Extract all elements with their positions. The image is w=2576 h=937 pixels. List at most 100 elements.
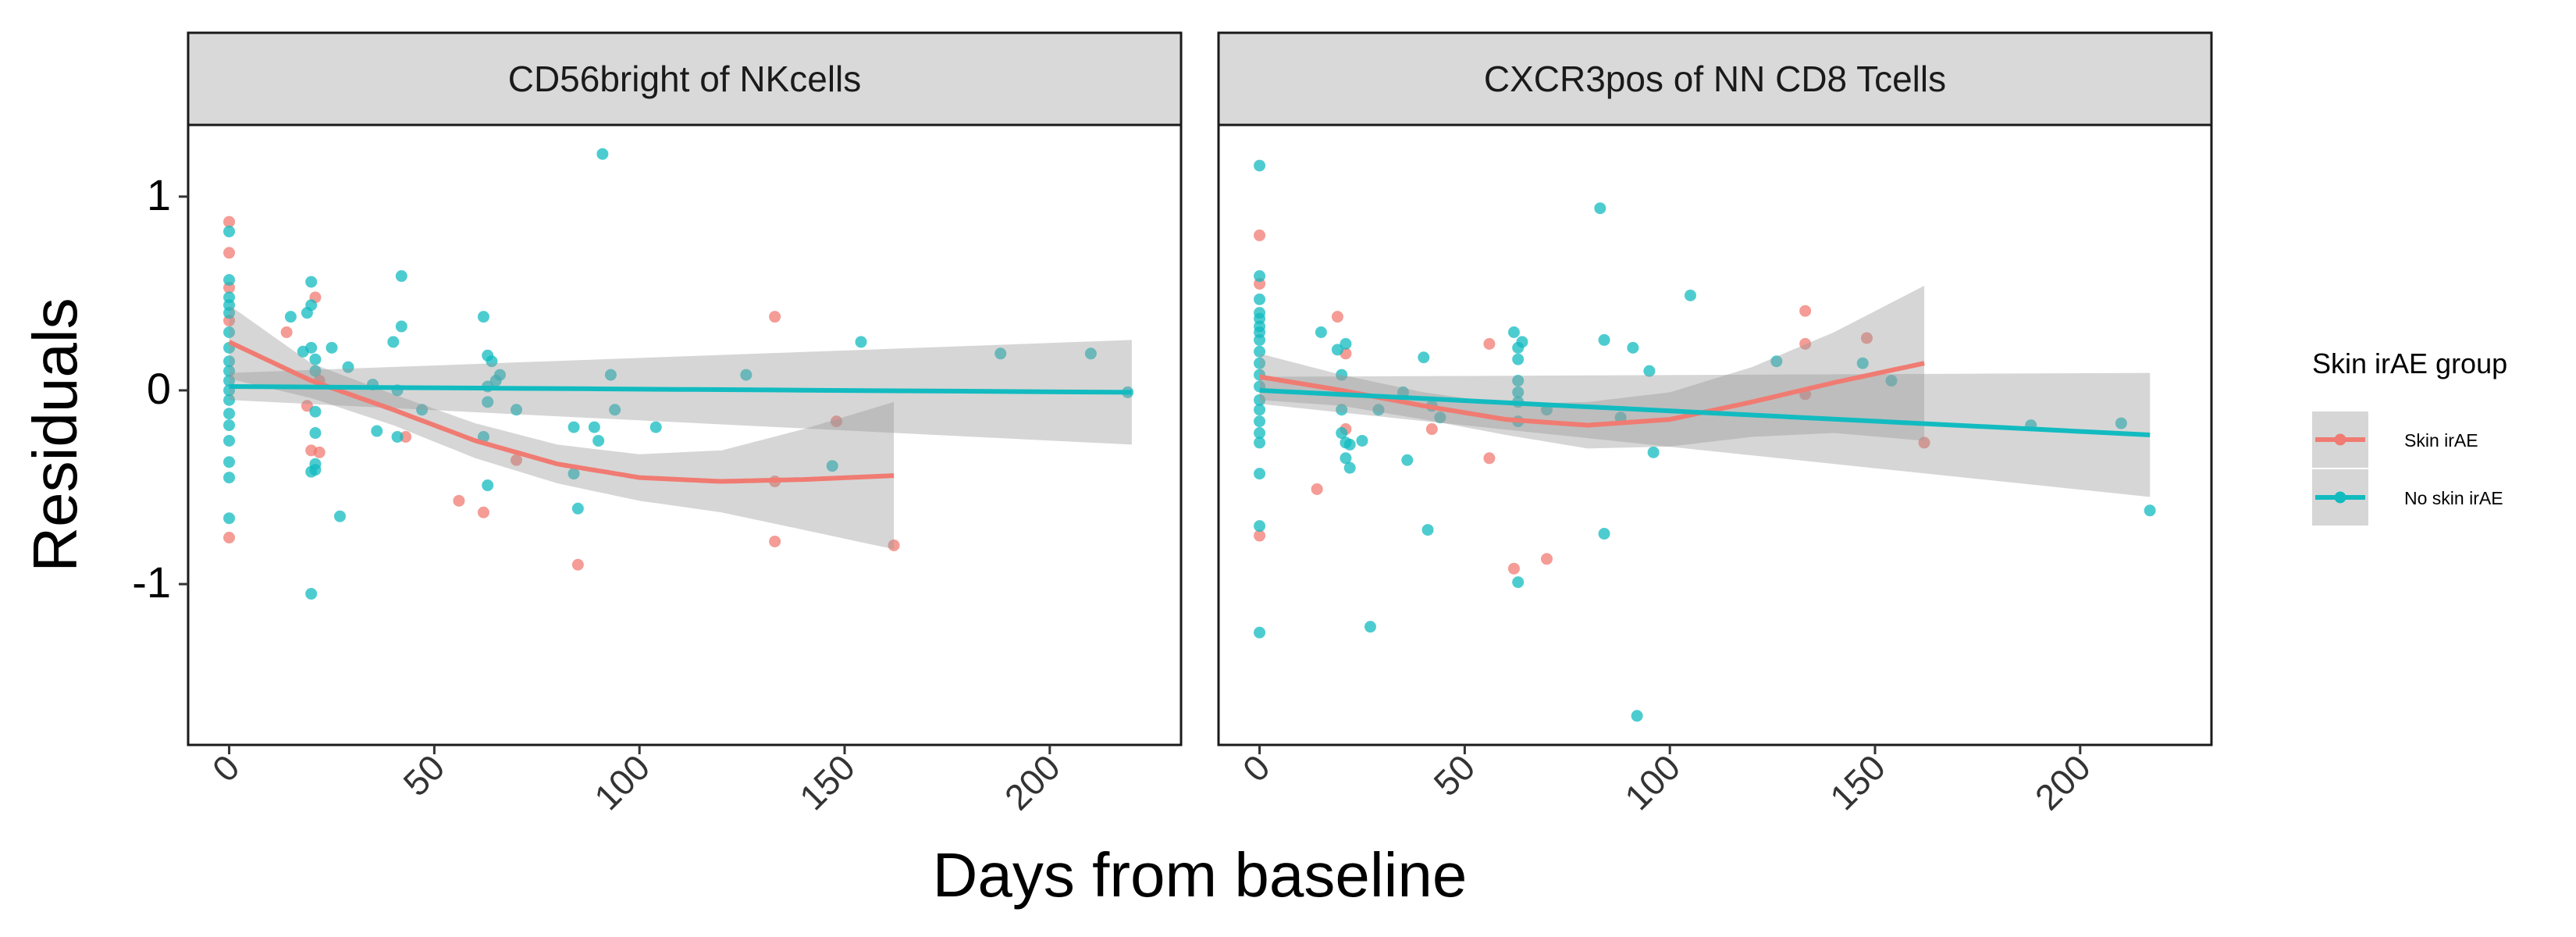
data-point-no-skin-irae xyxy=(284,311,297,323)
data-point-no-skin-irae xyxy=(1401,454,1414,466)
data-point-no-skin-irae xyxy=(223,419,236,432)
data-point-no-skin-irae xyxy=(223,434,236,447)
data-point-no-skin-irae xyxy=(309,365,322,377)
data-point-no-skin-irae xyxy=(326,341,338,354)
data-point-no-skin-irae xyxy=(387,336,400,348)
data-point-no-skin-irae xyxy=(309,405,322,418)
data-point-no-skin-irae xyxy=(486,355,498,368)
data-point-no-skin-irae xyxy=(305,276,318,288)
data-point-skin-irae xyxy=(769,311,781,323)
data-point-no-skin-irae xyxy=(1516,336,1528,348)
data-point-no-skin-irae xyxy=(1254,404,1266,416)
data-point-no-skin-irae xyxy=(223,375,236,387)
data-point-skin-irae xyxy=(1540,553,1553,565)
data-point-no-skin-irae xyxy=(309,353,322,365)
data-point-no-skin-irae xyxy=(1254,345,1266,358)
data-point-skin-irae xyxy=(1254,529,1266,542)
data-point-skin-irae xyxy=(1799,337,1812,350)
data-point-no-skin-irae xyxy=(305,587,318,600)
confidence-band-no-skin-irae xyxy=(1259,372,2151,497)
data-point-no-skin-irae xyxy=(1356,434,1368,447)
data-point-no-skin-irae xyxy=(371,425,383,437)
data-point-no-skin-irae xyxy=(1372,404,1385,416)
data-point-no-skin-irae xyxy=(1631,710,1643,722)
panel-border xyxy=(1217,123,2213,746)
data-point-no-skin-irae xyxy=(604,369,617,381)
data-point-no-skin-irae xyxy=(592,434,605,447)
data-point-no-skin-irae xyxy=(1684,289,1696,301)
data-point-skin-irae xyxy=(888,539,900,551)
data-point-no-skin-irae xyxy=(223,274,236,286)
data-point-no-skin-irae xyxy=(309,464,322,476)
data-point-no-skin-irae xyxy=(1336,427,1348,440)
data-point-no-skin-irae xyxy=(2144,504,2156,517)
data-point-no-skin-irae xyxy=(305,341,318,354)
data-point-no-skin-irae xyxy=(482,479,494,492)
data-point-skin-irae xyxy=(769,535,781,547)
data-point-no-skin-irae xyxy=(223,225,236,237)
data-point-skin-irae xyxy=(1331,311,1343,323)
x-tick-label: 50 xyxy=(395,746,452,803)
confidence-band-skin-irae xyxy=(229,305,895,550)
data-point-no-skin-irae xyxy=(1254,270,1266,283)
x-tick-label: 100 xyxy=(586,746,657,818)
data-point-no-skin-irae xyxy=(1594,202,1606,215)
legend-key-point xyxy=(2334,433,2347,446)
legend-title: Skin irAE group xyxy=(2312,347,2507,379)
data-point-no-skin-irae xyxy=(1512,353,1525,365)
data-point-no-skin-irae xyxy=(1336,404,1348,416)
data-point-no-skin-irae xyxy=(223,326,236,338)
x-tick-label: 0 xyxy=(1235,746,1278,789)
x-axis-title: Days from baseline xyxy=(933,840,1468,910)
data-point-skin-irae xyxy=(313,446,326,458)
data-point-no-skin-irae xyxy=(571,502,584,515)
data-point-skin-irae xyxy=(1860,332,1873,344)
data-point-no-skin-irae xyxy=(223,472,236,484)
data-point-no-skin-irae xyxy=(223,365,236,377)
data-point-skin-irae xyxy=(571,558,584,571)
data-point-no-skin-irae xyxy=(395,270,407,283)
x-tick-label: 150 xyxy=(792,746,863,818)
facet-panel-1: CD56bright of NKcells 0 50 100 150 200 xyxy=(187,31,1183,818)
data-point-no-skin-irae xyxy=(588,421,600,433)
data-point-no-skin-irae xyxy=(1331,344,1343,356)
data-point-skin-irae xyxy=(280,326,293,338)
data-point-skin-irae xyxy=(477,506,489,518)
data-point-no-skin-irae xyxy=(510,404,522,416)
data-point-no-skin-irae xyxy=(1340,337,1352,350)
data-point-no-skin-irae xyxy=(342,361,354,373)
data-point-skin-irae xyxy=(1425,423,1438,436)
data-point-no-skin-irae xyxy=(1512,375,1525,387)
data-point-skin-irae xyxy=(1254,229,1266,241)
data-point-no-skin-irae xyxy=(482,396,494,408)
legend: Skin irAE group Skin irAE No skin irAE xyxy=(2312,347,2507,526)
data-point-no-skin-irae xyxy=(855,336,867,348)
facet-strip-background xyxy=(187,31,1183,126)
x-tick-label: 200 xyxy=(2027,746,2098,818)
data-point-no-skin-irae xyxy=(1254,357,1266,369)
data-point-no-skin-irae xyxy=(1512,386,1525,398)
data-point-no-skin-irae xyxy=(223,408,236,420)
data-point-no-skin-irae xyxy=(395,320,407,333)
data-point-no-skin-irae xyxy=(1254,293,1266,305)
facet-strip-background xyxy=(1217,31,2213,126)
x-tick-label: 50 xyxy=(1425,746,1482,803)
data-point-no-skin-irae xyxy=(994,347,1007,360)
facet-panel-2: CXCR3pos of NN CD8 Tcells 0 50 100 150 200 xyxy=(1217,31,2213,818)
data-point-no-skin-irae xyxy=(1084,347,1097,360)
data-point-no-skin-irae xyxy=(1254,394,1266,406)
plot-area xyxy=(1254,159,2156,722)
data-point-no-skin-irae xyxy=(1885,375,1898,387)
data-point-no-skin-irae xyxy=(416,404,429,416)
legend-label: No skin irAE xyxy=(2404,488,2503,508)
smooth-line-no-skin-irae xyxy=(229,384,1132,395)
data-point-no-skin-irae xyxy=(568,468,580,480)
data-point-no-skin-irae xyxy=(1856,357,1869,369)
data-point-skin-irae xyxy=(1918,436,1930,449)
data-point-no-skin-irae xyxy=(1254,159,1266,172)
data-point-skin-irae xyxy=(301,400,313,412)
legend-label: Skin irAE xyxy=(2404,430,2478,451)
smooth-line-no-skin-irae xyxy=(1259,387,2151,437)
data-point-no-skin-irae xyxy=(596,148,609,160)
